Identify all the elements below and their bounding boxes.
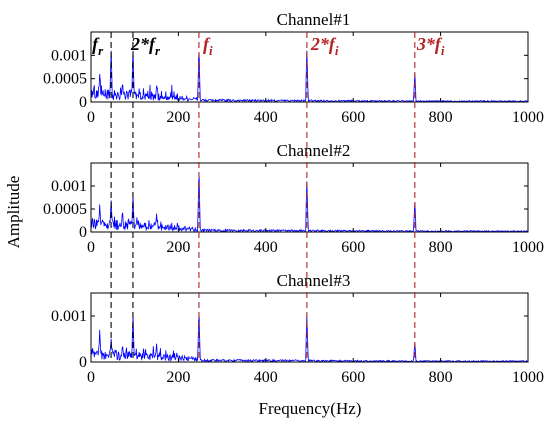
annotation-fr: fr xyxy=(92,34,104,58)
y-tick-label: 0.0005 xyxy=(43,71,87,88)
x-tick-label: 400 xyxy=(254,369,278,386)
x-tick-label: 800 xyxy=(429,239,453,256)
x-tick-label: 200 xyxy=(166,369,190,386)
panel-title: Channel#2 xyxy=(277,141,351,160)
x-tick-label: 400 xyxy=(254,109,278,126)
x-tick-label: 200 xyxy=(166,109,190,126)
x-tick-label: 0 xyxy=(87,239,95,256)
y-axis-label: Amplitude xyxy=(4,176,23,249)
x-tick-label: 600 xyxy=(341,369,365,386)
x-tick-label: 800 xyxy=(429,109,453,126)
panel-title: Channel#1 xyxy=(277,10,351,29)
panel-channel-2: 0 200 400 600 800 1000 0 0.0005 0.001 Channel#2 xyxy=(43,141,544,256)
y-tick-label: 0.001 xyxy=(51,308,87,325)
panel-channel-3: 0 200 400 600 800 1000 0 0.001 Channel#3 xyxy=(51,271,544,386)
x-tick-label: 0 xyxy=(87,369,95,386)
series-line-channel-2 xyxy=(90,176,529,233)
y-tick-label: 0 xyxy=(79,224,87,241)
panels-layer: 0 200 400 600 800 1000 0 0.0005 0.001 Channel#1 0 2… xyxy=(43,10,544,386)
series-line-channel-1 xyxy=(90,50,529,103)
annotation-fi: fi xyxy=(203,34,213,58)
x-tick-label: 1000 xyxy=(512,239,544,256)
x-tick-label: 600 xyxy=(341,109,365,126)
x-tick-label: 1000 xyxy=(512,369,544,386)
annotations-layer: fr 2*fr fi 2*fi 3*fi xyxy=(92,34,445,58)
panel-channel-1: 0 200 400 600 800 1000 0 0.0005 0.001 Channel#1 xyxy=(43,10,544,126)
axes-frame xyxy=(90,292,529,363)
axes-frame xyxy=(90,162,529,233)
series-line-channel-3 xyxy=(90,315,529,363)
axes-frame xyxy=(90,31,529,103)
x-tick-label: 200 xyxy=(166,239,190,256)
y-tick-label: 0 xyxy=(79,94,87,111)
y-tick-label: 0.001 xyxy=(51,47,87,64)
marker-lines-layer xyxy=(110,32,416,362)
panel-title: Channel#3 xyxy=(277,271,351,290)
x-tick-label: 800 xyxy=(429,369,453,386)
x-tick-label: 1000 xyxy=(512,109,544,126)
x-axis-label: Frequency(Hz) xyxy=(259,399,362,418)
annotation-2fr: 2*fr xyxy=(130,34,161,58)
x-tick-label: 400 xyxy=(254,239,278,256)
x-tick-label: 0 xyxy=(87,109,95,126)
y-tick-label: 0 xyxy=(79,354,87,371)
annotation-2fi: 2*fi xyxy=(310,34,339,58)
y-tick-label: 0.001 xyxy=(51,178,87,195)
annotation-3fi: 3*fi xyxy=(416,34,445,58)
x-tick-label: 600 xyxy=(341,239,365,256)
y-tick-label: 0.0005 xyxy=(43,201,87,218)
